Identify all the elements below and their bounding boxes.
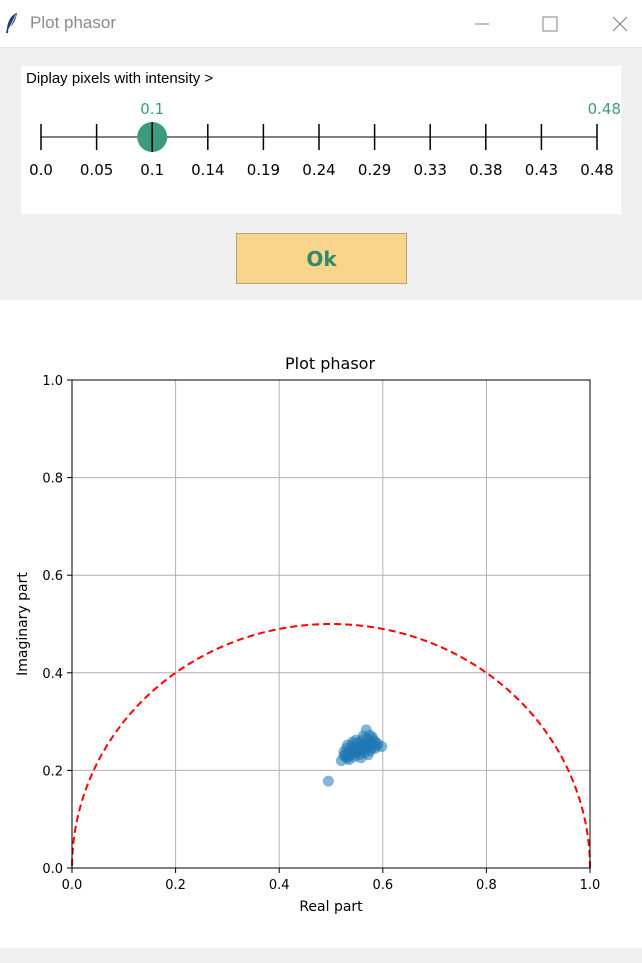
- chart-grid: [71, 379, 591, 869]
- plot-frame: [71, 379, 591, 869]
- x-tick-label: 0.2: [165, 878, 186, 893]
- window-bottom-strip: [0, 948, 642, 963]
- minimize-button[interactable]: [461, 10, 501, 38]
- x-tick-label: 0.6: [372, 878, 393, 893]
- slider-label: Diplay pixels with intensity >: [26, 70, 214, 87]
- slider-current-value: 0.1: [140, 100, 164, 118]
- scatter-point: [322, 775, 334, 787]
- close-button[interactable]: [600, 10, 640, 38]
- window-title: Plot phasor: [30, 13, 116, 32]
- scatter-point: [357, 730, 369, 742]
- scatter-points: [322, 724, 388, 787]
- slider-tick-label: 0.1: [140, 161, 164, 179]
- minimize-icon: [475, 23, 489, 25]
- slider-tick-label: 0.14: [191, 161, 224, 179]
- slider-tick-label: 0.05: [80, 161, 113, 179]
- slider-tick-label: 0.19: [247, 161, 280, 179]
- maximize-icon: [542, 16, 558, 32]
- chart-title: Plot phasor: [285, 354, 375, 373]
- intensity-slider-panel: Diplay pixels with intensity > 0.1 0.48 …: [21, 66, 621, 214]
- y-tick-label: 0.2: [42, 764, 63, 779]
- slider-tick-label: 0.29: [358, 161, 391, 179]
- slider-tick-label: 0.0: [29, 161, 53, 179]
- x-tick-label: 0.8: [476, 878, 497, 893]
- close-icon: [612, 16, 628, 32]
- window-titlebar: Plot phasor: [0, 0, 642, 48]
- y-axis-label: Imaginary part: [15, 572, 31, 676]
- slider-tick-label: 0.38: [469, 161, 502, 179]
- y-tick-label: 1.0: [42, 374, 63, 389]
- y-tick-label: 0.8: [42, 472, 63, 487]
- scatter-point: [342, 751, 354, 763]
- maximize-button[interactable]: [530, 10, 570, 38]
- y-tick-label: 0.0: [42, 862, 63, 877]
- x-tick-label: 0.4: [269, 878, 290, 893]
- ok-button[interactable]: Ok: [236, 233, 407, 284]
- y-tick-label: 0.6: [42, 569, 63, 584]
- unit-semicircle: [71, 622, 591, 869]
- x-tick-label: 1.0: [580, 878, 601, 893]
- intensity-slider[interactable]: 0.1 0.48 0.0 0.05 0.1 0.14 0.19 0.24 0.29 0.33 0…: [21, 66, 621, 214]
- phasor-chart: Plot phasor 0.0 0.2 0.4 0.6 0.8 1.00.00.20.40…: [15, 354, 600, 915]
- chart-ticks: 0.0 0.2 0.4 0.6 0.8 1.0 0.0 0.2 0.4 0.6 0.8 1.0: [42, 374, 600, 893]
- slider-tick-label: 0.24: [302, 161, 335, 179]
- slider-tick-label: 0.33: [413, 161, 446, 179]
- slider-tick-label: 0.43: [525, 161, 558, 179]
- scatter-point: [365, 742, 377, 754]
- slider-ticks: 0.0 0.05 0.1 0.14 0.19 0.24 0.29 0.33 0.38 0.43 0.…: [29, 124, 614, 179]
- phasor-plot: Plot phasor 0.0 0.2 0.4 0.6 0.8 1.0 0.0 0.2 0.4 0…: [0, 300, 642, 948]
- x-tick-label: 0.0: [62, 878, 83, 893]
- feather-icon: [5, 12, 19, 34]
- slider-max-value: 0.48: [588, 100, 621, 118]
- x-axis-label: Real part: [299, 899, 363, 915]
- slider-tick-label: 0.48: [580, 161, 613, 179]
- slider-handle[interactable]: [137, 122, 168, 152]
- y-tick-label: 0.4: [42, 667, 63, 682]
